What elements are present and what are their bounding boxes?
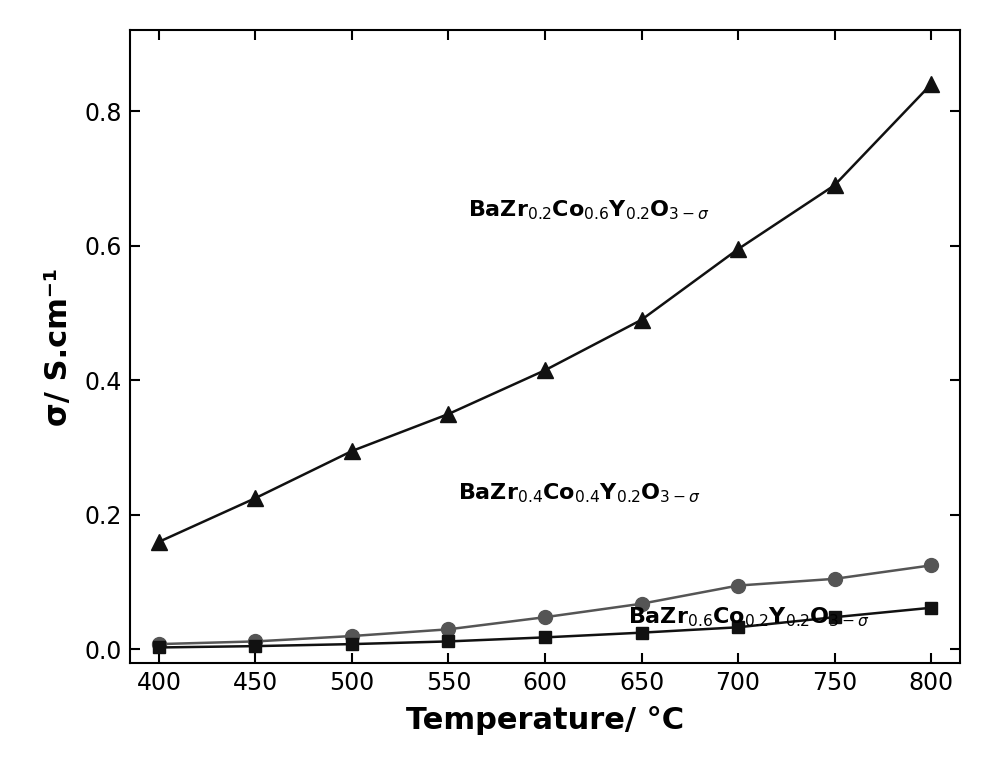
Text: BaZr$_{0.4}$Co$_{0.4}$Y$_{0.2}$O$_{3-\sigma}$: BaZr$_{0.4}$Co$_{0.4}$Y$_{0.2}$O$_{3-\si…	[458, 482, 701, 504]
Text: BaZr$_{0.2}$Co$_{0.6}$Y$_{0.2}$O$_{3-\sigma}$: BaZr$_{0.2}$Co$_{0.6}$Y$_{0.2}$O$_{3-\si…	[468, 199, 710, 223]
Text: BaZr$_{0.6}$Co$_{0.2}$Y$_{0.2}$O$_{3-\sigma}$: BaZr$_{0.6}$Co$_{0.2}$Y$_{0.2}$O$_{3-\si…	[628, 606, 870, 629]
Y-axis label: σ/ S.cm⁻¹: σ/ S.cm⁻¹	[44, 267, 73, 426]
X-axis label: Temperature/ °C: Temperature/ °C	[406, 706, 684, 735]
